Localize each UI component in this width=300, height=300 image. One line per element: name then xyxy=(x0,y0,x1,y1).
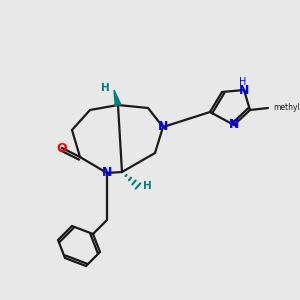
Text: H: H xyxy=(101,83,110,93)
Text: N: N xyxy=(158,121,168,134)
Text: O: O xyxy=(57,142,67,154)
Polygon shape xyxy=(114,90,121,106)
Text: H: H xyxy=(143,181,152,191)
Text: H: H xyxy=(239,77,247,87)
Text: N: N xyxy=(239,83,249,97)
Text: N: N xyxy=(102,167,112,179)
Text: N: N xyxy=(229,118,239,131)
Text: methyl: methyl xyxy=(273,103,300,112)
